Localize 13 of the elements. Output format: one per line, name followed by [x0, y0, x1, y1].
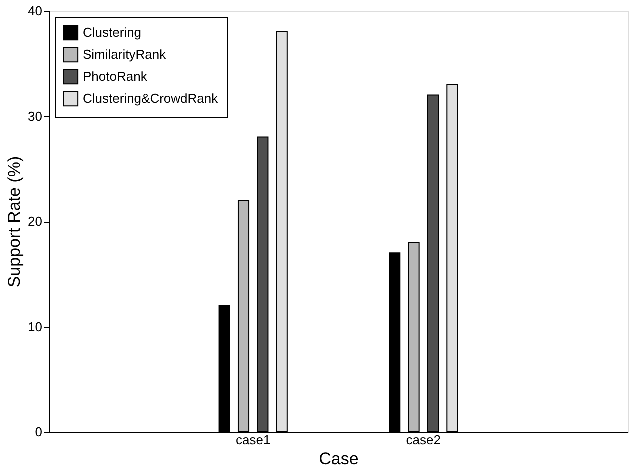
- x-tick-label: case1: [236, 432, 271, 448]
- x-tick-label: case2: [406, 432, 441, 448]
- y-tick-label: 0: [35, 424, 42, 440]
- legend-label: PhotoRank: [83, 69, 148, 84]
- legend-label: Clustering&CrowdRank: [83, 91, 219, 106]
- legend-label: SimilarityRank: [83, 47, 167, 62]
- y-tick-label: 40: [28, 4, 42, 18]
- x-axis-title: Case: [319, 450, 359, 468]
- y-axis-title: Support Rate (%): [5, 156, 24, 288]
- y-tick-label: 20: [28, 214, 42, 229]
- legend-label: Clustering: [83, 25, 142, 40]
- y-tick-label: 10: [28, 319, 42, 334]
- y-tick-label: 30: [28, 108, 42, 124]
